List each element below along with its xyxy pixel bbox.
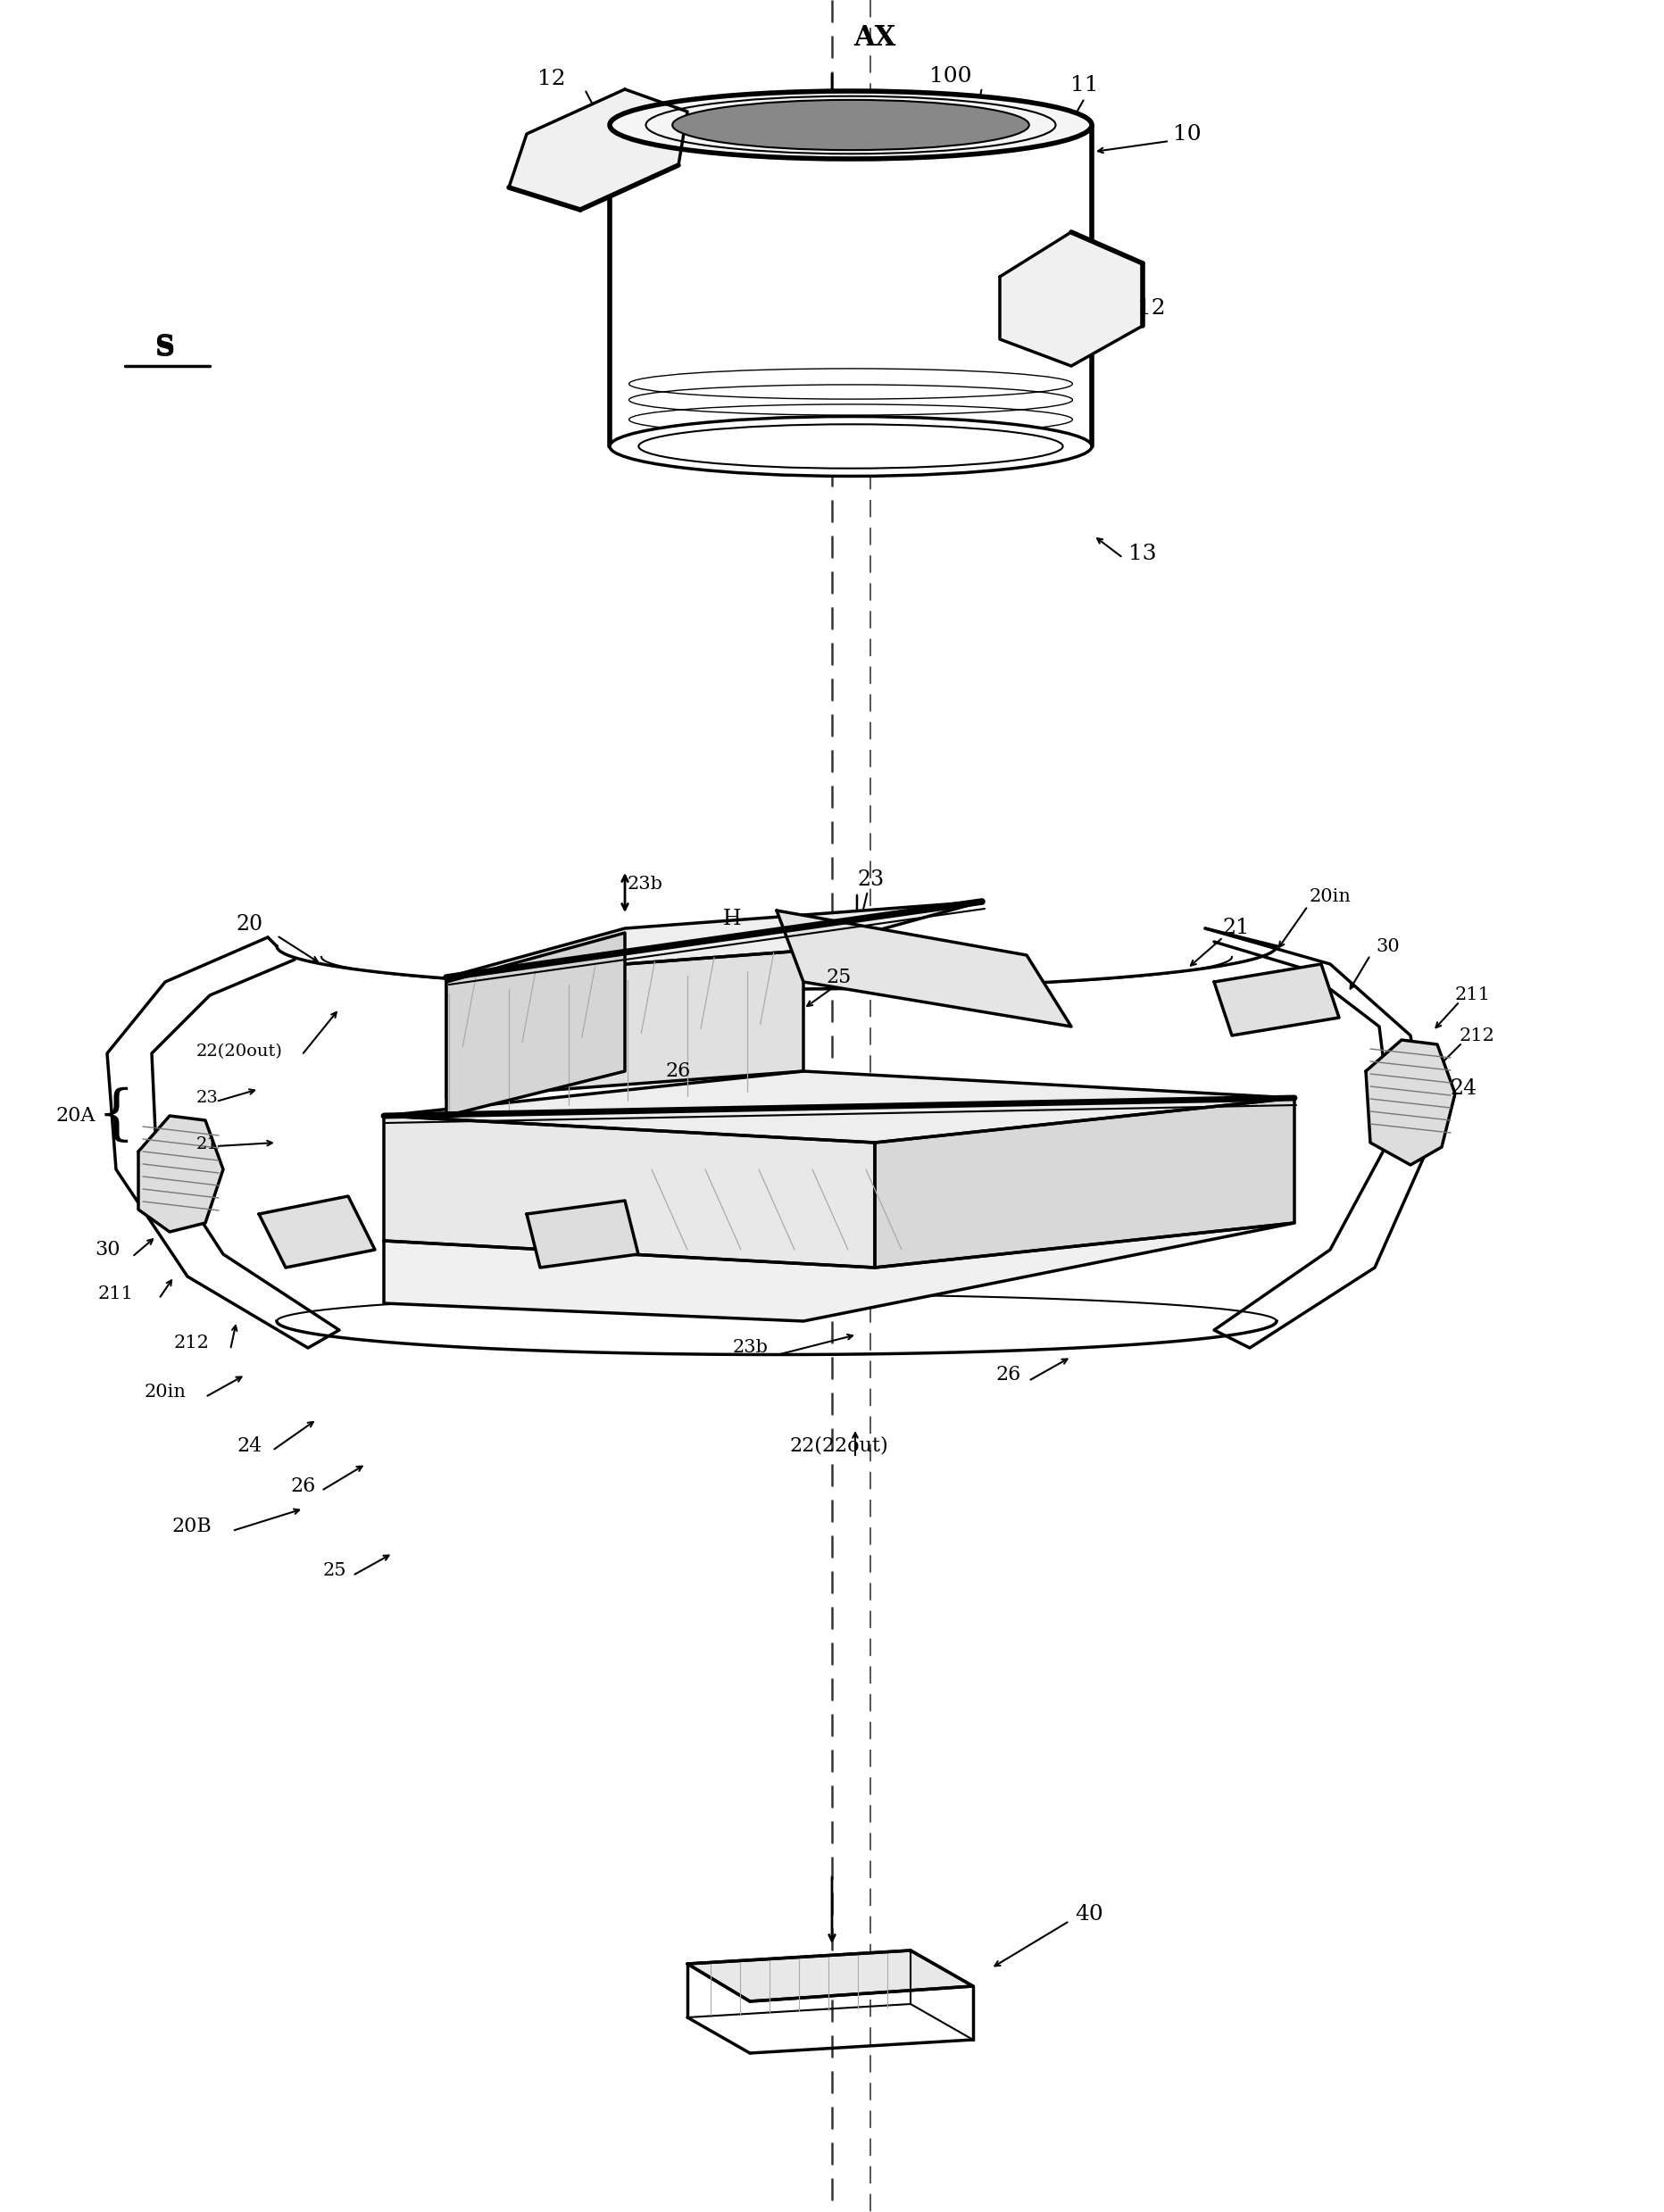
Text: 30: 30 xyxy=(95,1241,120,1259)
Polygon shape xyxy=(1205,929,1428,1347)
Text: 211: 211 xyxy=(1454,987,1489,1004)
Polygon shape xyxy=(509,88,687,210)
Polygon shape xyxy=(384,1115,874,1267)
Text: AX: AX xyxy=(854,24,895,51)
Text: 20A: 20A xyxy=(55,1106,95,1126)
Text: 212: 212 xyxy=(1459,1026,1494,1044)
Text: 20in: 20in xyxy=(145,1385,186,1400)
Polygon shape xyxy=(384,1223,1293,1321)
Text: 24: 24 xyxy=(1449,1079,1476,1099)
Polygon shape xyxy=(526,1201,637,1267)
Text: 23: 23 xyxy=(857,869,884,889)
Text: S: S xyxy=(155,334,175,363)
Text: 26: 26 xyxy=(995,1365,1020,1385)
Text: {: { xyxy=(97,1086,135,1146)
Text: 212: 212 xyxy=(175,1336,210,1352)
Text: 23: 23 xyxy=(196,1091,218,1106)
Text: 23b: 23b xyxy=(626,876,662,891)
Text: 21: 21 xyxy=(196,1137,218,1152)
Text: 20: 20 xyxy=(236,914,263,933)
Text: 211: 211 xyxy=(98,1285,133,1303)
Polygon shape xyxy=(138,1115,223,1232)
Polygon shape xyxy=(609,124,1092,447)
Ellipse shape xyxy=(609,91,1092,159)
Text: 26: 26 xyxy=(291,1475,316,1495)
Polygon shape xyxy=(446,933,624,1115)
Polygon shape xyxy=(446,951,804,1097)
Text: 25: 25 xyxy=(323,1562,346,1579)
Polygon shape xyxy=(687,1951,972,2002)
Text: 100: 100 xyxy=(929,66,972,86)
Text: 25: 25 xyxy=(825,967,852,987)
Text: 21: 21 xyxy=(1223,918,1250,938)
Polygon shape xyxy=(258,1197,374,1267)
Text: 12: 12 xyxy=(537,69,566,88)
Text: 20B: 20B xyxy=(171,1517,211,1537)
Text: 30: 30 xyxy=(1376,938,1399,956)
Text: 24: 24 xyxy=(238,1436,263,1455)
Text: S: S xyxy=(155,332,175,361)
Text: 10: 10 xyxy=(1173,124,1201,144)
Text: 11: 11 xyxy=(1070,75,1098,95)
Text: 23b: 23b xyxy=(732,1340,767,1356)
Text: 20in: 20in xyxy=(1308,889,1350,905)
Text: 26: 26 xyxy=(666,1062,691,1082)
Polygon shape xyxy=(106,938,339,1347)
Text: H: H xyxy=(722,909,740,929)
Polygon shape xyxy=(874,1097,1293,1267)
Text: 40: 40 xyxy=(1075,1905,1103,1924)
Polygon shape xyxy=(446,902,982,978)
Text: 22(22out): 22(22out) xyxy=(789,1436,889,1455)
Text: 12: 12 xyxy=(1137,299,1165,319)
Ellipse shape xyxy=(672,100,1028,150)
Ellipse shape xyxy=(609,416,1092,476)
Text: 22(20out): 22(20out) xyxy=(196,1044,283,1060)
Polygon shape xyxy=(1213,964,1338,1035)
Polygon shape xyxy=(1000,232,1142,365)
Polygon shape xyxy=(775,911,1070,1026)
Text: 13: 13 xyxy=(1128,544,1156,564)
Polygon shape xyxy=(1364,1040,1454,1166)
Polygon shape xyxy=(384,1071,1293,1144)
